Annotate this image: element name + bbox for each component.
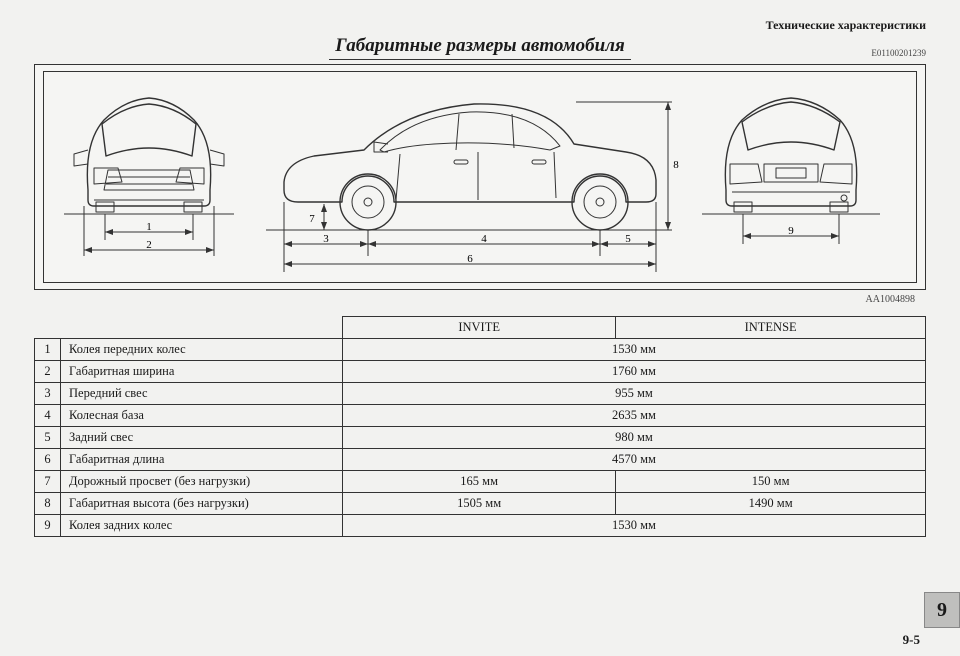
row-number: 2 bbox=[35, 361, 61, 383]
row-value: 4570 мм bbox=[343, 449, 926, 471]
dim-label-8: 8 bbox=[673, 159, 679, 171]
row-value: 1760 мм bbox=[343, 361, 926, 383]
row-name: Габаритная высота (без нагрузки) bbox=[61, 493, 343, 515]
dimensions-table: INVITE INTENSE 1Колея передних колес1530… bbox=[34, 316, 926, 537]
dim-label-7: 7 bbox=[309, 213, 315, 225]
table-row: 5Задний свес980 мм bbox=[35, 427, 926, 449]
dim-label-2: 2 bbox=[146, 239, 152, 251]
page-title: Габаритные размеры автомобиля bbox=[329, 35, 630, 60]
dim-label-3: 3 bbox=[323, 233, 329, 245]
row-number: 9 bbox=[35, 515, 61, 537]
table-row: 8Габаритная высота (без нагрузки)1505 мм… bbox=[35, 493, 926, 515]
row-value-intense: 1490 мм bbox=[616, 493, 926, 515]
dim-label-6: 6 bbox=[467, 253, 473, 265]
col-intense: INTENSE bbox=[616, 317, 926, 339]
table-header-row: INVITE INTENSE bbox=[35, 317, 926, 339]
table-row: 9Колея задних колес1530 мм bbox=[35, 515, 926, 537]
title-row: Габаритные размеры автомобиля E011002012… bbox=[34, 35, 926, 60]
page-number: 9-5 bbox=[903, 632, 920, 648]
car-front-view: 1 2 bbox=[44, 72, 254, 282]
row-name: Габаритная длина bbox=[61, 449, 343, 471]
car-side-view: 7 3 4 5 bbox=[254, 72, 684, 282]
row-value-invite: 165 мм bbox=[343, 471, 616, 493]
table-row: 6Габаритная длина4570 мм bbox=[35, 449, 926, 471]
row-number: 8 bbox=[35, 493, 61, 515]
diagram-inner: 1 2 bbox=[43, 71, 917, 283]
col-invite: INVITE bbox=[343, 317, 616, 339]
table-row: 2Габаритная ширина1760 мм bbox=[35, 361, 926, 383]
row-name: Колея задних колес bbox=[61, 515, 343, 537]
doc-code: E01100201239 bbox=[871, 48, 926, 58]
row-name: Габаритная ширина bbox=[61, 361, 343, 383]
car-rear-view: 9 bbox=[684, 72, 898, 282]
row-number: 6 bbox=[35, 449, 61, 471]
table-row: 4Колесная база2635 мм bbox=[35, 405, 926, 427]
table-row: 3Передний свес955 мм bbox=[35, 383, 926, 405]
section-header: Технические характеристики bbox=[34, 18, 926, 33]
row-name: Передний свес bbox=[61, 383, 343, 405]
diagram-code: AA1004898 bbox=[866, 294, 915, 305]
row-value-invite: 1505 мм bbox=[343, 493, 616, 515]
row-value: 980 мм bbox=[343, 427, 926, 449]
row-value: 2635 мм bbox=[343, 405, 926, 427]
row-number: 7 bbox=[35, 471, 61, 493]
row-value: 955 мм bbox=[343, 383, 926, 405]
row-number: 3 bbox=[35, 383, 61, 405]
row-value: 1530 мм bbox=[343, 339, 926, 361]
row-number: 1 bbox=[35, 339, 61, 361]
page-tab: 9 bbox=[924, 592, 960, 628]
dim-label-1: 1 bbox=[146, 221, 152, 233]
row-name: Колея передних колес bbox=[61, 339, 343, 361]
row-value: 1530 мм bbox=[343, 515, 926, 537]
row-name: Задний свес bbox=[61, 427, 343, 449]
table-row: 7Дорожный просвет (без нагрузки)165 мм15… bbox=[35, 471, 926, 493]
dim-label-9: 9 bbox=[788, 225, 794, 237]
dim-label-5: 5 bbox=[625, 233, 631, 245]
row-number: 5 bbox=[35, 427, 61, 449]
table-row: 1Колея передних колес1530 мм bbox=[35, 339, 926, 361]
row-number: 4 bbox=[35, 405, 61, 427]
diagram-container: 1 2 bbox=[34, 64, 926, 290]
row-value-intense: 150 мм bbox=[616, 471, 926, 493]
row-name: Дорожный просвет (без нагрузки) bbox=[61, 471, 343, 493]
row-name: Колесная база bbox=[61, 405, 343, 427]
dim-label-4: 4 bbox=[481, 233, 487, 245]
